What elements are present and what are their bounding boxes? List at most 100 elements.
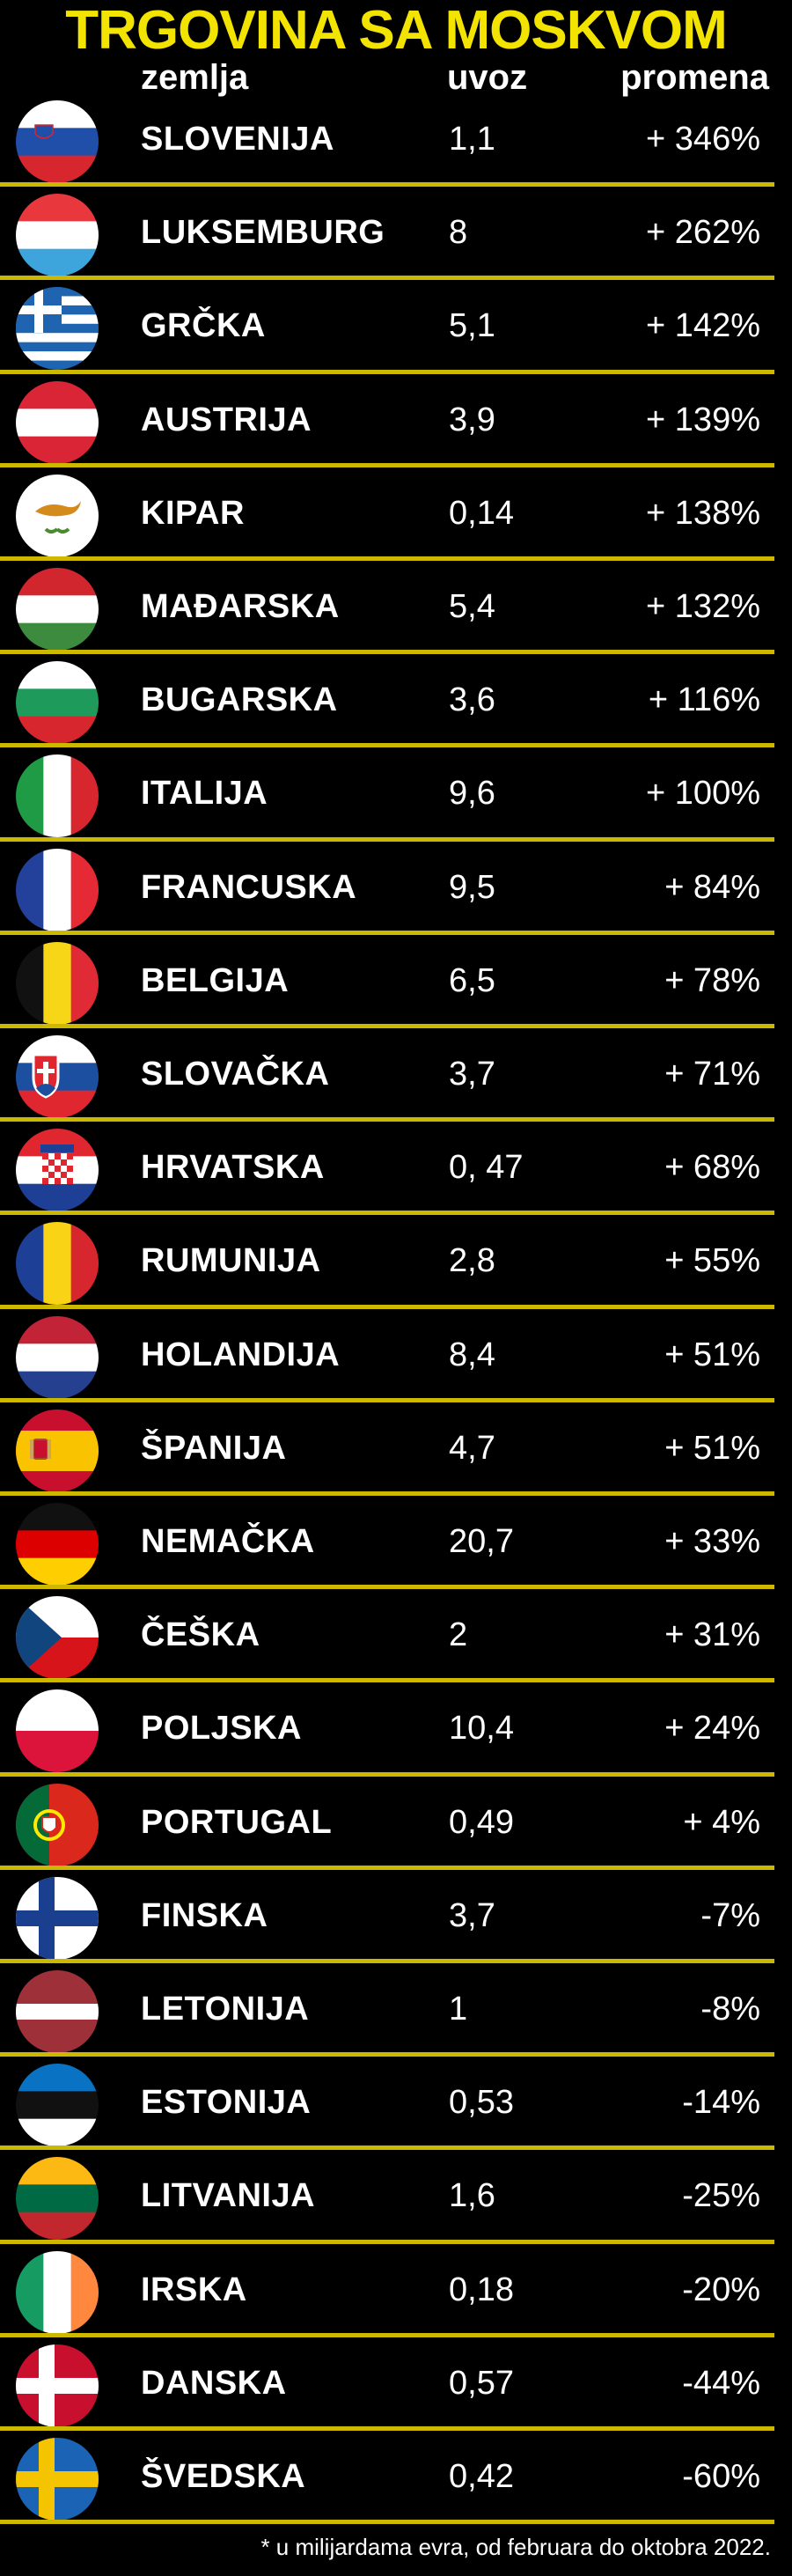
- change-value: + 100%: [646, 775, 760, 813]
- row-separator: [0, 1959, 774, 1963]
- import-value: 6,5: [449, 961, 495, 999]
- change-value: + 139%: [646, 401, 760, 438]
- country-name: DANSKA: [141, 2364, 287, 2402]
- table-row: AUSTRIJA 3,9 + 139%: [0, 372, 792, 466]
- austria-flag-icon: [16, 380, 99, 464]
- country-name: AUSTRIJA: [141, 401, 312, 438]
- table-row: BUGARSKA 3,6 + 116%: [0, 652, 792, 746]
- footnote: * u milijardama evra, od februara do okt…: [260, 2534, 771, 2560]
- change-value: -44%: [682, 2364, 760, 2402]
- import-value: 1,6: [449, 2177, 495, 2215]
- change-value: + 51%: [664, 1336, 760, 1373]
- import-value: 0,53: [449, 2084, 514, 2122]
- table-row: RUMUNIJA 2,8 + 55%: [0, 1213, 792, 1306]
- poland-flag-icon: [16, 1689, 99, 1773]
- italy-flag-icon: [16, 754, 99, 838]
- row-separator: [0, 650, 774, 655]
- import-value: 4,7: [449, 1429, 495, 1467]
- change-value: -60%: [682, 2458, 760, 2495]
- finland-flag-icon: [16, 1876, 99, 1960]
- country-name: LETONIJA: [141, 1991, 310, 2028]
- country-name: MAĐARSKA: [141, 588, 340, 625]
- import-value: 2,8: [449, 1242, 495, 1280]
- table-row: HRVATSKA 0, 47 + 68%: [0, 1120, 792, 1213]
- change-value: + 78%: [664, 961, 760, 999]
- row-separator: [0, 1491, 774, 1496]
- luxembourg-flag-icon: [16, 194, 99, 277]
- greece-flag-icon: [16, 287, 99, 371]
- import-value: 10,4: [449, 1710, 514, 1748]
- bulgaria-flag-icon: [16, 661, 99, 745]
- row-separator: [0, 2332, 774, 2337]
- import-value: 1: [449, 1991, 468, 2028]
- row-separator: [0, 1678, 774, 1683]
- row-separator: [0, 836, 774, 842]
- table-row: NEMAČKA 20,7 + 33%: [0, 1494, 792, 1587]
- import-value: 3,6: [449, 681, 495, 719]
- country-name: BELGIJA: [141, 961, 290, 999]
- import-value: 5,1: [449, 307, 495, 345]
- change-value: + 346%: [646, 121, 760, 158]
- import-value: 3,7: [449, 1056, 495, 1093]
- change-value: + 132%: [646, 588, 760, 625]
- slovenia-flag-icon: [16, 100, 99, 183]
- country-name: FINSKA: [141, 1896, 268, 1934]
- row-separator: [0, 1771, 774, 1777]
- change-value: + 51%: [664, 1429, 760, 1467]
- country-name: IRSKA: [141, 2271, 247, 2308]
- import-value: 0,18: [449, 2271, 514, 2308]
- row-separator: [0, 1397, 774, 1402]
- row-separator: [0, 182, 774, 188]
- country-name: ČEŠKA: [141, 1616, 260, 1654]
- change-value: + 262%: [646, 214, 760, 252]
- import-value: 9,5: [449, 868, 495, 906]
- spain-flag-icon: [16, 1409, 99, 1492]
- change-value: + 24%: [664, 1710, 760, 1748]
- change-value: + 138%: [646, 494, 760, 532]
- import-value: 3,9: [449, 401, 495, 438]
- country-name: LUKSEMBURG: [141, 214, 385, 252]
- country-name: KIPAR: [141, 494, 245, 532]
- row-separator: [0, 1211, 774, 1216]
- row-separator: [0, 556, 774, 561]
- table-row: ČEŠKA 2 + 31%: [0, 1587, 792, 1681]
- row-separator: [0, 1117, 774, 1122]
- ireland-flag-icon: [16, 2250, 99, 2334]
- netherlands-flag-icon: [16, 1315, 99, 1399]
- slovakia-flag-icon: [16, 1035, 99, 1118]
- table-row: PORTUGAL 0,49 + 4%: [0, 1775, 792, 1868]
- import-value: 20,7: [449, 1523, 514, 1560]
- table-row: SLOVENIJA 1,1 + 346%: [0, 92, 792, 185]
- column-header-import: uvoz: [447, 58, 528, 97]
- row-separator: [0, 276, 774, 281]
- change-value: + 71%: [664, 1056, 760, 1093]
- change-value: + 31%: [664, 1616, 760, 1654]
- import-value: 0, 47: [449, 1149, 524, 1187]
- change-value: -7%: [700, 1896, 760, 1934]
- country-name: ESTONIJA: [141, 2084, 312, 2122]
- country-name: SLOVENIJA: [141, 121, 334, 158]
- latvia-flag-icon: [16, 1970, 99, 2053]
- table-row: GRČKA 5,1 + 142%: [0, 278, 792, 372]
- table-row: ŠVEDSKA 0,42 -60%: [0, 2429, 792, 2522]
- row-separator: [0, 2145, 774, 2151]
- cyprus-flag-icon: [16, 474, 99, 557]
- table-row: LITVANIJA 1,6 -25%: [0, 2148, 792, 2241]
- country-name: BUGARSKA: [141, 681, 338, 719]
- change-value: -14%: [682, 2084, 760, 2122]
- table-row: KIPAR 0,14 + 138%: [0, 466, 792, 559]
- country-name: RUMUNIJA: [141, 1242, 321, 1280]
- table-row: BELGIJA 6,5 + 78%: [0, 933, 792, 1027]
- row-separator: [0, 369, 774, 374]
- table-row: LETONIJA 1 -8%: [0, 1961, 792, 2055]
- import-value: 3,7: [449, 1896, 495, 1934]
- change-value: + 55%: [664, 1242, 760, 1280]
- table-row: ŠPANIJA 4,7 + 51%: [0, 1401, 792, 1494]
- country-name: ITALIJA: [141, 775, 268, 813]
- row-separator: [0, 2426, 774, 2431]
- table-row: FINSKA 3,7 -7%: [0, 1868, 792, 1961]
- change-value: + 116%: [648, 681, 760, 719]
- country-name: NEMAČKA: [141, 1523, 315, 1560]
- country-name: POLJSKA: [141, 1710, 302, 1748]
